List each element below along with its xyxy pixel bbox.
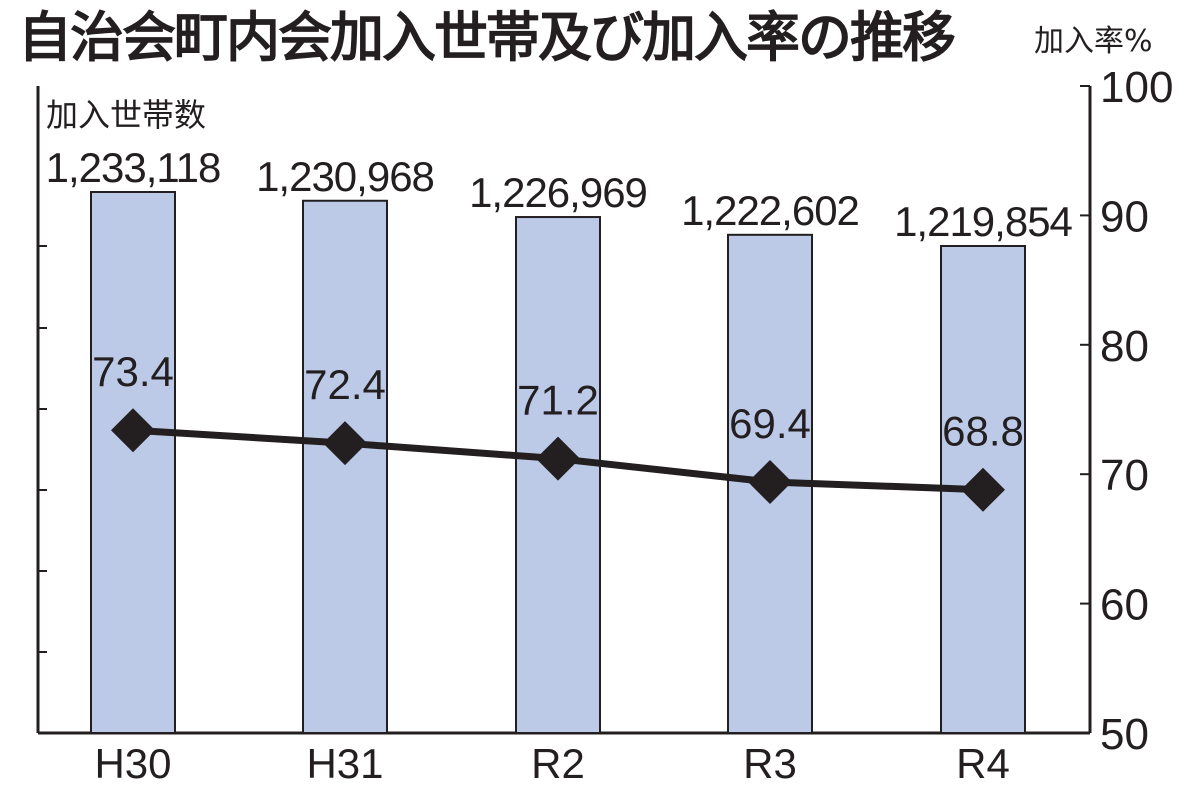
bar-value-label: 1,226,969 <box>469 169 647 216</box>
chart-title: 自治会町内会加入世帯及び加入率の推移 <box>18 6 956 69</box>
x-tick-label: R3 <box>743 740 797 787</box>
rate-value-label: 69.4 <box>729 400 811 447</box>
right-axis-tick-label: 80 <box>1100 322 1149 371</box>
bar-h31 <box>302 199 388 735</box>
rate-marker-diamond <box>961 467 1005 512</box>
right-axis-tick-label: 70 <box>1100 451 1149 500</box>
bar-value-label: 1,222,602 <box>681 187 859 234</box>
rate-value-label: 71.2 <box>517 377 599 424</box>
rate-marker-diamond <box>748 459 792 504</box>
x-tick-label: R4 <box>956 740 1010 787</box>
rate-marker-diamond <box>536 436 580 481</box>
bar-value-label: 1,230,968 <box>256 153 434 200</box>
bar-h30 <box>90 191 176 734</box>
x-tick-label: H31 <box>306 740 383 787</box>
right-axis-tick-label: 90 <box>1100 192 1149 241</box>
rate-value-label: 72.4 <box>304 361 386 408</box>
right-axis-tick-label: 50 <box>1100 710 1149 759</box>
left-axis-label: 加入世帯数 <box>46 96 206 134</box>
right-axis-tick-label: 100 <box>1100 63 1173 112</box>
bar-value-label: 1,233,118 <box>46 144 221 191</box>
right-axis-unit-label: 加入率% <box>1034 24 1153 59</box>
rate-marker-diamond <box>111 408 155 453</box>
right-axis-tick-label: 60 <box>1100 581 1149 630</box>
rate-marker-diamond <box>323 421 367 466</box>
rate-value-label: 73.4 <box>92 348 174 395</box>
rate-value-label: 68.8 <box>942 408 1024 455</box>
bar-value-label: 1,219,854 <box>894 198 1072 245</box>
line-layer: 73.4 72.4 71.2 69.4 68.8 <box>92 348 1024 512</box>
x-tick-label: R2 <box>531 740 585 787</box>
x-tick-label: H30 <box>94 740 171 787</box>
